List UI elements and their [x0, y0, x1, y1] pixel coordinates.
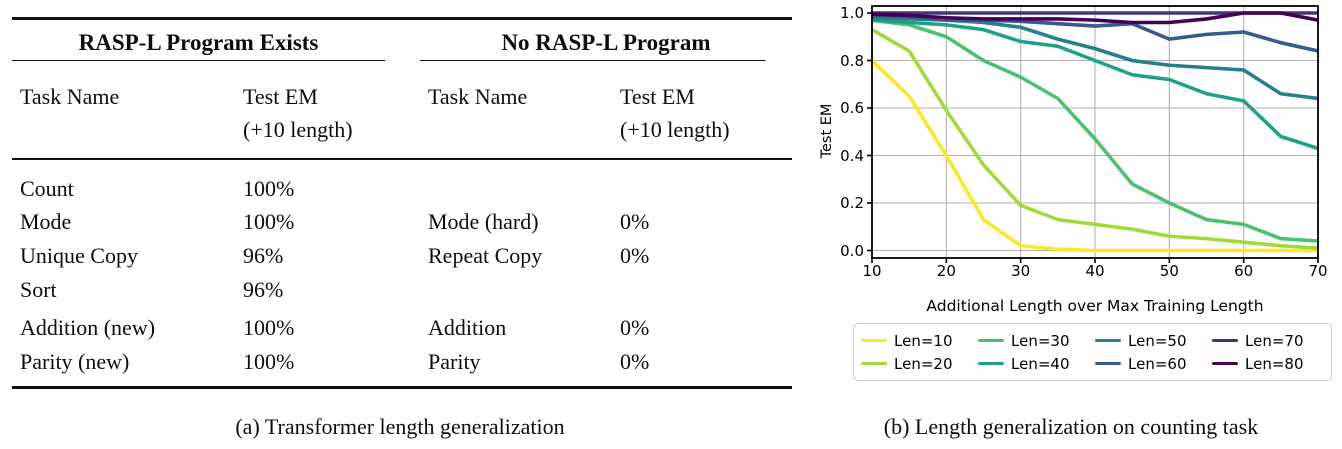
table-bottom-rule — [12, 386, 792, 389]
x-tick-label: 10 — [862, 262, 882, 280]
y-tick-label: 1.0 — [840, 4, 864, 22]
table-row: Sort 96% — [0, 277, 810, 307]
test-em-value: 0% — [620, 349, 650, 374]
caption-a: (a) Transformer length generalization — [235, 414, 565, 439]
legend-label: Len=40 — [1011, 354, 1070, 373]
y-tick-label: 0.2 — [840, 194, 864, 212]
legend-label: Len=50 — [1128, 331, 1187, 350]
series-line-len-30 — [872, 18, 1318, 243]
series-color-swatch — [978, 361, 1004, 366]
legend-column: Len=30 Len=40 — [978, 329, 1095, 380]
test-em-value: 100% — [243, 349, 295, 374]
chart-legend: Len=10 Len=20 Len=30 Len=40 Len=50 Len=6… — [853, 323, 1332, 381]
test-em-value: 96% — [243, 243, 284, 268]
x-tick-label: 50 — [1159, 262, 1179, 280]
table-top-rule — [12, 17, 792, 20]
series-color-swatch — [978, 338, 1004, 343]
series-line-len-80 — [872, 11, 1318, 25]
task-name: Repeat Copy — [428, 243, 543, 268]
x-tick-label: 40 — [1085, 262, 1105, 280]
series-color-swatch — [861, 338, 887, 343]
series-color-swatch — [1212, 338, 1238, 343]
table-row: Parity (new) 100% Parity 0% — [0, 349, 810, 379]
test-em-value: 100% — [243, 209, 295, 234]
test-em-value: 0% — [620, 315, 650, 340]
test-em-value: 0% — [620, 243, 650, 268]
legend-entry: Len=70 — [1212, 329, 1329, 352]
series-color-swatch — [1095, 361, 1121, 366]
series-color-swatch — [1212, 361, 1238, 366]
legend-label: Len=80 — [1245, 354, 1304, 373]
x-tick-label: 70 — [1308, 262, 1328, 280]
task-name: Mode — [20, 209, 72, 234]
cmidrule-left — [12, 60, 385, 62]
legend-label: Len=70 — [1245, 331, 1304, 350]
legend-column: Len=10 Len=20 — [861, 329, 978, 380]
group-header-no-rasp: No RASP-L Program — [501, 30, 711, 55]
legend-label: Len=20 — [894, 354, 953, 373]
column-header-task-left: Task Name — [20, 84, 120, 109]
x-tick-label: 30 — [1011, 262, 1031, 280]
task-name: Sort — [20, 277, 57, 302]
series-line-len-10 — [872, 59, 1318, 253]
series-line-len-20 — [872, 28, 1318, 250]
column-header-metric-right: Test EM (+10 length) — [620, 80, 730, 146]
legend-entry: Len=50 — [1095, 329, 1212, 352]
series-color-swatch — [1095, 338, 1121, 343]
test-em-value: 0% — [620, 209, 650, 234]
legend-entry: Len=20 — [861, 352, 978, 375]
legend-column: Len=70 Len=80 — [1212, 329, 1329, 380]
task-name: Addition (new) — [20, 315, 156, 340]
legend-label: Len=60 — [1128, 354, 1187, 373]
test-em-value: 100% — [243, 315, 295, 340]
y-tick-label: 0.4 — [840, 146, 864, 165]
table-row: Mode 100% Mode (hard) 0% — [0, 209, 810, 239]
x-axis-title: Additional Length over Max Training Leng… — [926, 297, 1264, 315]
legend-label: Len=30 — [1011, 331, 1070, 350]
table-mid-rule — [12, 158, 792, 160]
y-tick-label: 0.0 — [840, 241, 864, 260]
legend-entry: Len=10 — [861, 329, 978, 352]
series-color-swatch — [861, 361, 887, 366]
legend-entry: Len=40 — [978, 352, 1095, 375]
table-row: Addition (new) 100% Addition 0% — [0, 315, 810, 345]
caption-b: (b) Length generalization on counting ta… — [883, 414, 1259, 439]
group-header-rasp-exists: RASP-L Program Exists — [78, 30, 319, 55]
task-name: Parity (new) — [20, 349, 130, 374]
task-name: Count — [20, 176, 74, 201]
table-row: Unique Copy 96% Repeat Copy 0% — [0, 243, 810, 273]
task-name: Addition — [428, 315, 507, 340]
x-tick-label: 60 — [1234, 262, 1254, 280]
legend-column: Len=50 Len=60 — [1095, 329, 1212, 380]
y-axis-title: Test EM — [819, 103, 835, 159]
x-tick-label: 20 — [936, 262, 956, 280]
metric-label: Test EM — [243, 84, 318, 109]
column-header-metric-left: Test EM (+10 length) — [243, 80, 353, 146]
legend-label: Len=10 — [894, 331, 953, 350]
task-name: Unique Copy — [20, 243, 138, 268]
metric-sublabel: (+10 length) — [620, 117, 730, 142]
table-row: Count 100% — [0, 176, 810, 206]
series-line-len-40 — [872, 18, 1318, 151]
cmidrule-right — [420, 60, 765, 62]
task-name: Parity — [428, 349, 481, 374]
y-tick-label: 0.8 — [840, 51, 864, 70]
test-em-value: 96% — [243, 277, 284, 302]
series-line-len-60 — [872, 13, 1318, 53]
legend-entry: Len=60 — [1095, 352, 1212, 375]
legend-entry: Len=30 — [978, 329, 1095, 352]
legend-entry: Len=80 — [1212, 352, 1329, 375]
metric-label: Test EM — [620, 84, 695, 109]
task-name: Mode (hard) — [428, 209, 539, 234]
column-header-task-right: Task Name — [428, 84, 528, 109]
metric-sublabel: (+10 length) — [243, 117, 353, 142]
test-em-value: 100% — [243, 176, 295, 201]
y-tick-label: 0.6 — [840, 99, 864, 117]
